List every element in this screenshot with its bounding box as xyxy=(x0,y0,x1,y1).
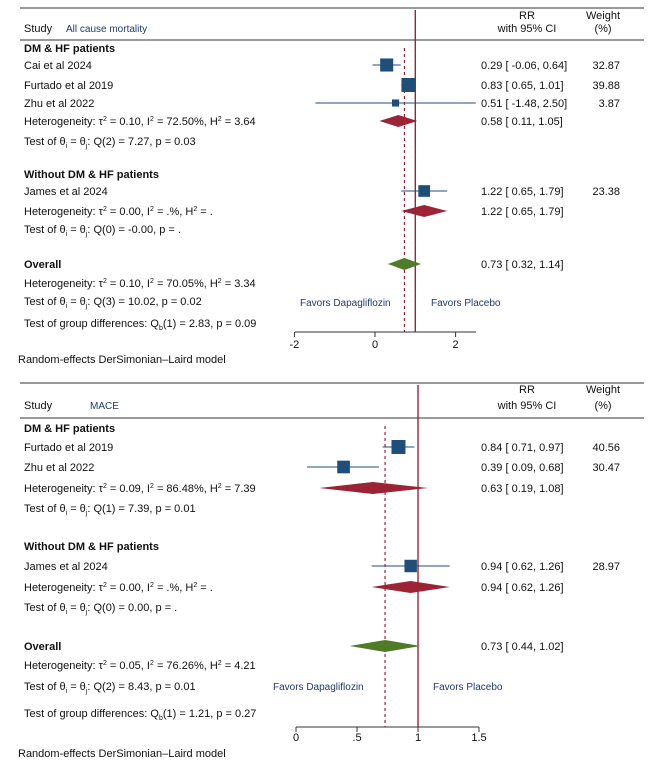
favors-right-label: Favors Placebo xyxy=(431,298,501,309)
weight-header-unit: (%) xyxy=(594,400,611,412)
model-note: Random-effects DerSimonian–Laird model xyxy=(18,354,226,366)
homogeneity-test: Test of θi = θj: Q(0) = -0.00, p = . xyxy=(24,224,181,238)
plot-subtitle: MACE xyxy=(90,401,119,412)
overall-heterogeneity: Heterogeneity: τ2 = 0.05, I2 = 76.26%, H… xyxy=(24,660,256,672)
study-ci: 0.39 [ 0.09, 0.68] xyxy=(481,462,564,474)
study-header: Study xyxy=(24,400,53,412)
model-note: Random-effects DerSimonian–Laird model xyxy=(18,748,226,760)
x-tick-label: -2 xyxy=(290,339,300,351)
x-tick-label: 1 xyxy=(415,732,421,744)
overall-diamond xyxy=(349,640,421,652)
heterogeneity-stat: Heterogeneity: τ2 = 0.00, I2 = .%, H2 = … xyxy=(24,206,213,218)
study-header: Study xyxy=(24,23,53,35)
study-weight: 32.87 xyxy=(592,60,620,72)
study-marker xyxy=(401,78,416,92)
favors-left-label: Favors Dapagliflozin xyxy=(300,298,391,309)
effect-header: RR xyxy=(519,10,535,22)
group-title: DM & HF patients xyxy=(24,43,115,55)
weight-header: Weight xyxy=(586,10,620,22)
study-label: Zhu et al 2022 xyxy=(24,462,94,474)
x-tick-label: 0 xyxy=(293,732,299,744)
group-differences-test: Test of group differences: Qb(1) = 1.21,… xyxy=(24,708,256,722)
group-title: Without DM & HF patients xyxy=(24,541,159,553)
overall-ci: 0.73 [ 0.44, 1.02] xyxy=(481,641,564,653)
overall-homogeneity-test: Test of θi = θj: Q(2) = 8.43, p = 0.01 xyxy=(24,681,196,695)
group-differences-test: Test of group differences: Qb(1) = 2.83,… xyxy=(24,318,256,332)
study-weight: 40.56 xyxy=(592,442,620,454)
study-marker xyxy=(391,440,406,454)
study-marker xyxy=(380,58,394,72)
group-title: DM & HF patients xyxy=(24,423,115,435)
study-weight: 39.88 xyxy=(592,80,620,92)
study-ci: 0.29 [ -0.06, 0.64] xyxy=(481,60,567,72)
weight-header: Weight xyxy=(586,384,620,396)
plot-subtitle: All cause mortality xyxy=(66,24,147,35)
study-ci: 1.22 [ 0.65, 1.79] xyxy=(481,186,564,198)
forest-plot-2: Study MACE RR with 95% CI Weight (%) 0 .5 1 1.5 DM… xyxy=(18,382,644,760)
subgroup-ci: 0.94 [ 0.62, 1.26] xyxy=(481,582,564,594)
study-label: James et al 2024 xyxy=(24,186,108,198)
subgroup-diamond xyxy=(379,115,418,127)
x-tick-label: .5 xyxy=(352,732,361,744)
group-title: Without DM & HF patients xyxy=(24,169,159,181)
x-tick-label: 2 xyxy=(453,339,459,351)
study-weight: 30.47 xyxy=(592,462,620,474)
study-ci: 0.51 [ -1.48, 2.50] xyxy=(481,98,567,110)
study-label: James et al 2024 xyxy=(24,561,108,573)
study-label: Cai et al 2024 xyxy=(24,60,92,72)
study-label: Furtado et al 2019 xyxy=(24,80,113,92)
effect-header-ci: with 95% CI xyxy=(497,400,557,412)
overall-ci: 0.73 [ 0.32, 1.14] xyxy=(481,259,564,271)
homogeneity-test: Test of θi = θj: Q(0) = 0.00, p = . xyxy=(24,602,177,616)
study-ci: 0.94 [ 0.62, 1.26] xyxy=(481,561,564,573)
study-marker xyxy=(418,185,430,197)
study-marker xyxy=(337,460,350,474)
study-marker xyxy=(404,559,417,573)
effect-header-ci: with 95% CI xyxy=(497,23,557,35)
favors-left-label: Favors Dapagliflozin xyxy=(273,682,364,693)
overall-homogeneity-test: Test of θi = θj: Q(3) = 10.02, p = 0.02 xyxy=(24,296,202,310)
overall-diamond xyxy=(387,258,421,270)
effect-header: RR xyxy=(519,384,535,396)
study-label: Zhu et al 2022 xyxy=(24,98,94,110)
study-marker xyxy=(391,99,400,107)
homogeneity-test: Test of θi = θj: Q(2) = 7.27, p = 0.03 xyxy=(24,136,196,150)
subgroup-diamond xyxy=(371,581,450,593)
x-tick-label: 1.5 xyxy=(471,732,486,744)
subgroup-ci: 1.22 [ 0.65, 1.79] xyxy=(481,206,564,218)
subgroup-diamond xyxy=(319,482,428,494)
overall-heterogeneity: Heterogeneity: τ2 = 0.10, I2 = 70.05%, H… xyxy=(24,278,256,290)
heterogeneity-stat: Heterogeneity: τ2 = 0.00, I2 = .%, H2 = … xyxy=(24,582,213,594)
study-label: Furtado et al 2019 xyxy=(24,442,113,454)
study-weight: 28.97 xyxy=(592,561,620,573)
overall-title: Overall xyxy=(24,641,61,653)
study-ci: 0.83 [ 0.65, 1.01] xyxy=(481,80,564,92)
subgroup-ci: 0.63 [ 0.19, 1.08] xyxy=(481,483,564,495)
heterogeneity-stat: Heterogeneity: τ2 = 0.09, I2 = 86.48%, H… xyxy=(24,483,256,495)
study-ci: 0.84 [ 0.71, 0.97] xyxy=(481,442,564,454)
homogeneity-test: Test of θi = θj: Q(1) = 7.39, p = 0.01 xyxy=(24,503,196,517)
favors-right-label: Favors Placebo xyxy=(433,682,503,693)
subgroup-diamond xyxy=(401,205,448,217)
heterogeneity-stat: Heterogeneity: τ2 = 0.10, I2 = 72.50%, H… xyxy=(24,116,256,128)
overall-title: Overall xyxy=(24,259,61,271)
x-tick-label: 0 xyxy=(372,339,378,351)
study-weight: 23.38 xyxy=(592,186,620,198)
study-weight: 3.87 xyxy=(599,98,620,110)
subgroup-ci: 0.58 [ 0.11, 1.05] xyxy=(481,116,563,128)
weight-header-unit: (%) xyxy=(594,23,611,35)
